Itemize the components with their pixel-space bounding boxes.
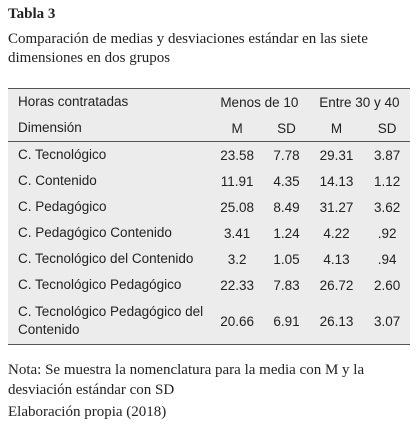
column-header: SD <box>264 115 309 142</box>
value-cell: 31.27 <box>319 199 354 215</box>
value-cell: 3.87 <box>374 147 401 163</box>
table-row: C. Tecnológico 23.58 7.78 29.31 3.87 <box>8 142 410 169</box>
value-cell: 23.58 <box>220 147 254 163</box>
table-row: C. Contenido 11.91 4.35 14.13 1.12 <box>8 168 410 194</box>
column-header-row: Dimensión M SD M SD <box>8 115 410 142</box>
column-header: SD <box>364 115 410 142</box>
value-cell: .94 <box>377 251 397 267</box>
value-cell: 11.91 <box>220 173 254 189</box>
table-source: Elaboración propia (2018) <box>8 404 167 420</box>
dimension-cell: C. Tecnológico Pedagógico del Contenido <box>18 304 204 337</box>
column-header: M <box>210 115 265 142</box>
group-header: Entre 30 y 40 <box>319 94 400 110</box>
table-row: C. Tecnológico Pedagógico 22.33 7.83 26.72 2… <box>8 272 410 298</box>
value-cell: 29.31 <box>319 147 354 163</box>
value-cell: 7.78 <box>273 147 300 163</box>
dimension-cell: C. Pedagógico Contenido <box>18 225 172 240</box>
table-title: Tabla 3 <box>8 6 56 22</box>
value-cell: 1.24 <box>273 225 300 241</box>
group-header-row: Horas contratadas Menos de 10 Entre 30 y… <box>8 89 410 116</box>
table-caption: Comparación de medias y desviaciones est… <box>8 31 368 66</box>
value-cell: 3.07 <box>374 313 401 329</box>
column-header: Dimensión <box>8 115 210 142</box>
table-row: C. Pedagógico Contenido 3.41 1.24 4.22 .92 <box>8 220 410 246</box>
table-note: Nota: Se muestra la nomenclatura para la… <box>8 362 365 398</box>
value-cell: 1.12 <box>374 173 401 189</box>
value-cell: 26.72 <box>319 277 354 293</box>
dimension-cell: C. Tecnológico del Contenido <box>18 251 194 266</box>
dimension-cell: C. Tecnológico Pedagógico <box>18 277 182 292</box>
value-cell: 4.13 <box>323 251 350 267</box>
value-cell: 25.08 <box>220 199 254 215</box>
value-cell: 3.2 <box>227 251 247 267</box>
value-cell: 26.13 <box>319 313 354 329</box>
value-cell: 6.91 <box>273 313 300 329</box>
value-cell: 2.60 <box>374 277 401 293</box>
value-cell: 1.05 <box>273 251 300 267</box>
dimension-cell: C. Pedagógico <box>18 199 107 214</box>
value-cell: 3.62 <box>374 199 401 215</box>
value-cell: .92 <box>377 225 397 241</box>
dimension-cell: C. Tecnológico <box>18 147 107 162</box>
data-table: Horas contratadas Menos de 10 Entre 30 y… <box>8 88 410 345</box>
group-header: Menos de 10 <box>220 94 299 110</box>
column-header: M <box>308 115 365 142</box>
value-cell: 3.41 <box>223 225 251 241</box>
group-header: Horas contratadas <box>18 94 129 109</box>
dimension-cell: C. Contenido <box>18 173 97 188</box>
value-cell: 14.13 <box>319 173 354 189</box>
table-row: C. Pedagógico 25.08 8.49 31.27 3.62 <box>8 194 410 220</box>
value-cell: 4.35 <box>273 173 300 189</box>
value-cell: 20.66 <box>220 313 254 329</box>
table-row: C. Tecnológico del Contenido 3.2 1.05 4.13.… <box>8 246 410 272</box>
value-cell: 8.49 <box>273 199 300 215</box>
value-cell: 4.22 <box>323 225 350 241</box>
value-cell: 22.33 <box>220 277 254 293</box>
table-row: C. Tecnológico Pedagógico del Contenido 2… <box>8 298 410 345</box>
value-cell: 7.83 <box>273 277 300 293</box>
